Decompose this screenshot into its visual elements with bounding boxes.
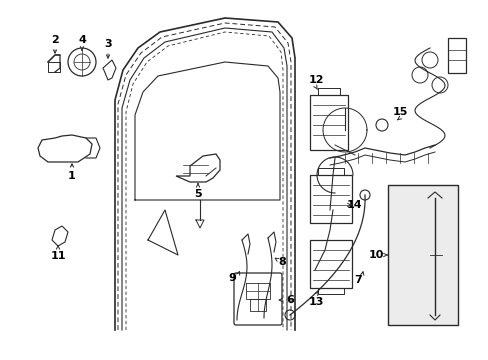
Text: 11: 11 [50, 251, 65, 261]
Text: 10: 10 [367, 250, 383, 260]
Bar [387, 185, 457, 325]
Text: 12: 12 [307, 75, 323, 85]
Bar [309, 175, 351, 223]
Text: 14: 14 [346, 200, 362, 210]
Text: 1: 1 [68, 171, 76, 181]
Polygon shape [52, 226, 68, 246]
Text: 4: 4 [78, 35, 86, 45]
Text: 13: 13 [307, 297, 323, 307]
Text: 2: 2 [51, 35, 59, 45]
Polygon shape [103, 60, 116, 80]
Text: 3: 3 [104, 39, 112, 49]
Text: 8: 8 [278, 257, 285, 267]
Text: 15: 15 [391, 107, 407, 117]
Text: 9: 9 [227, 273, 235, 283]
FancyBboxPatch shape [234, 273, 282, 325]
Polygon shape [38, 135, 92, 162]
Bar [447, 38, 465, 73]
Bar [309, 95, 347, 150]
Text: 6: 6 [285, 295, 293, 305]
Bar [309, 240, 351, 288]
Text: 5: 5 [194, 189, 202, 199]
Text: 7: 7 [353, 275, 361, 285]
Polygon shape [176, 154, 220, 182]
